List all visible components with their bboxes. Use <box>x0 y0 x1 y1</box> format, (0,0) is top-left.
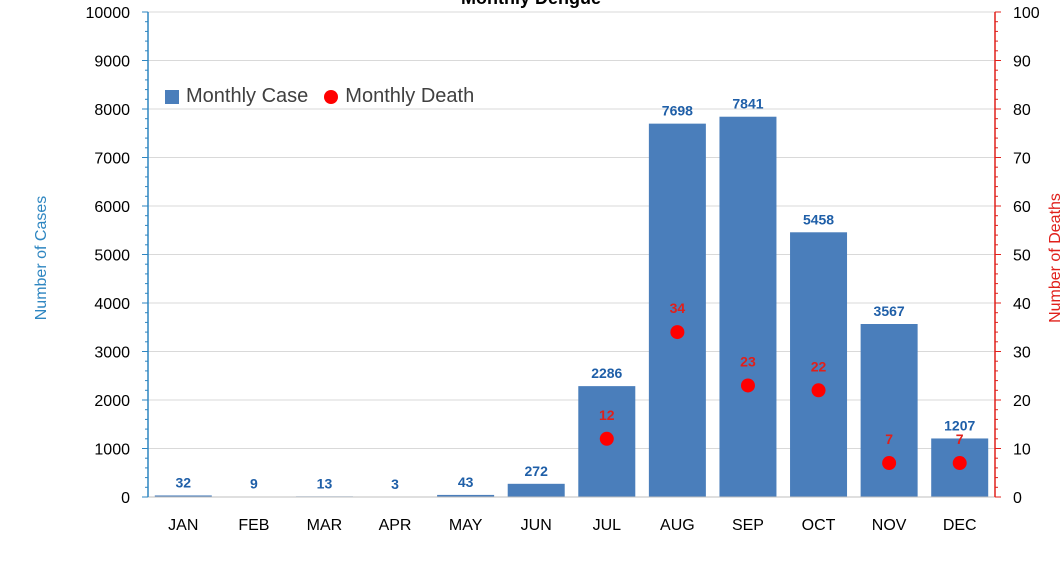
death-point <box>882 456 897 471</box>
y-axis-right-tick-label: 90 <box>1013 54 1031 71</box>
y-axis-left-tick-label: 4000 <box>94 296 130 313</box>
legend-label-deaths: Monthly Death <box>345 85 475 107</box>
death-label: 34 <box>670 300 686 316</box>
x-axis-tick-label: SEP <box>732 517 764 534</box>
y-axis-right-tick-label: 50 <box>1013 248 1031 265</box>
x-axis-tick-label: APR <box>379 517 412 534</box>
x-axis-tick-label: JAN <box>168 517 198 534</box>
y-axis-left-tick-label: 2000 <box>94 393 130 410</box>
bar <box>719 116 777 498</box>
legend-swatch-deaths <box>324 89 339 104</box>
x-axis-tick-label: DEC <box>943 517 977 534</box>
bar <box>648 123 706 497</box>
bar-label: 1207 <box>944 417 975 433</box>
death-label: 7 <box>885 431 893 447</box>
legend-label-cases: Monthly Case <box>186 85 309 107</box>
x-axis-tick-label: NOV <box>872 517 907 534</box>
bar-label: 9 <box>250 476 258 492</box>
bar-label: 5458 <box>803 211 834 227</box>
y-axis-left-tick-label: 1000 <box>94 442 130 459</box>
y-axis-left-tick-label: 9000 <box>94 54 130 71</box>
y-axis-right-tick-label: 0 <box>1013 490 1022 507</box>
y-axis-right-tick-label: 70 <box>1013 151 1031 168</box>
death-label: 12 <box>599 407 615 423</box>
legend: Monthly Case Monthly Death <box>165 85 474 108</box>
x-axis-tick-label: JUN <box>521 517 552 534</box>
bar <box>860 324 918 497</box>
death-point <box>811 383 826 398</box>
x-axis-tick-label: AUG <box>660 517 695 534</box>
death-point <box>599 431 614 446</box>
death-label: 7 <box>956 431 964 447</box>
bar <box>437 494 495 497</box>
bar <box>154 495 212 497</box>
bar-label: 32 <box>176 474 192 490</box>
y-axis-right-tick-label: 80 <box>1013 102 1031 119</box>
legend-swatch-cases <box>165 89 179 104</box>
bar-label: 7698 <box>662 103 693 119</box>
y-axis-left-tick-label: 3000 <box>94 345 130 362</box>
y-axis-left-tick-label: 10000 <box>86 5 131 22</box>
x-axis-tick-label: FEB <box>238 517 269 534</box>
death-point <box>952 456 967 471</box>
x-axis-tick-label: JUL <box>593 517 622 534</box>
bar-label: 43 <box>458 474 474 490</box>
y-axis-left-label: Number of Cases <box>33 195 50 321</box>
bar-label: 3567 <box>874 303 905 319</box>
y-axis-left-tick-label: 0 <box>121 490 130 507</box>
y-axis-left-tick-label: 7000 <box>94 151 130 168</box>
bar-label: 272 <box>525 463 549 479</box>
y-axis-left-tick-label: 6000 <box>94 199 130 216</box>
x-axis-tick-label: OCT <box>802 517 836 534</box>
death-point <box>670 325 685 340</box>
death-point <box>740 378 755 393</box>
x-axis-tick-label: MAR <box>307 517 343 534</box>
bar-label: 7841 <box>732 96 763 112</box>
y-axis-right-tick-label: 100 <box>1013 5 1040 22</box>
death-label: 22 <box>811 358 827 374</box>
bar-label: 3 <box>391 476 399 492</box>
y-axis-right-tick-label: 40 <box>1013 296 1031 313</box>
death-label: 23 <box>740 353 756 369</box>
y-axis-right-tick-label: 30 <box>1013 345 1031 362</box>
y-axis-right-label: Number of Deaths <box>1047 193 1062 323</box>
bar-label: 13 <box>317 475 333 491</box>
bar <box>790 232 848 498</box>
x-axis-tick-label: MAY <box>449 517 483 534</box>
y-axis-left-tick-label: 8000 <box>94 102 130 119</box>
bar <box>507 483 565 497</box>
bar-label: 2286 <box>591 365 622 381</box>
chart-title: Monthly Dengue <box>0 0 1062 9</box>
y-axis-right-tick-label: 60 <box>1013 199 1031 216</box>
y-axis-right-tick-label: 10 <box>1013 442 1031 459</box>
y-axis-left-tick-label: 5000 <box>94 248 130 265</box>
y-axis-right-tick-label: 20 <box>1013 393 1031 410</box>
